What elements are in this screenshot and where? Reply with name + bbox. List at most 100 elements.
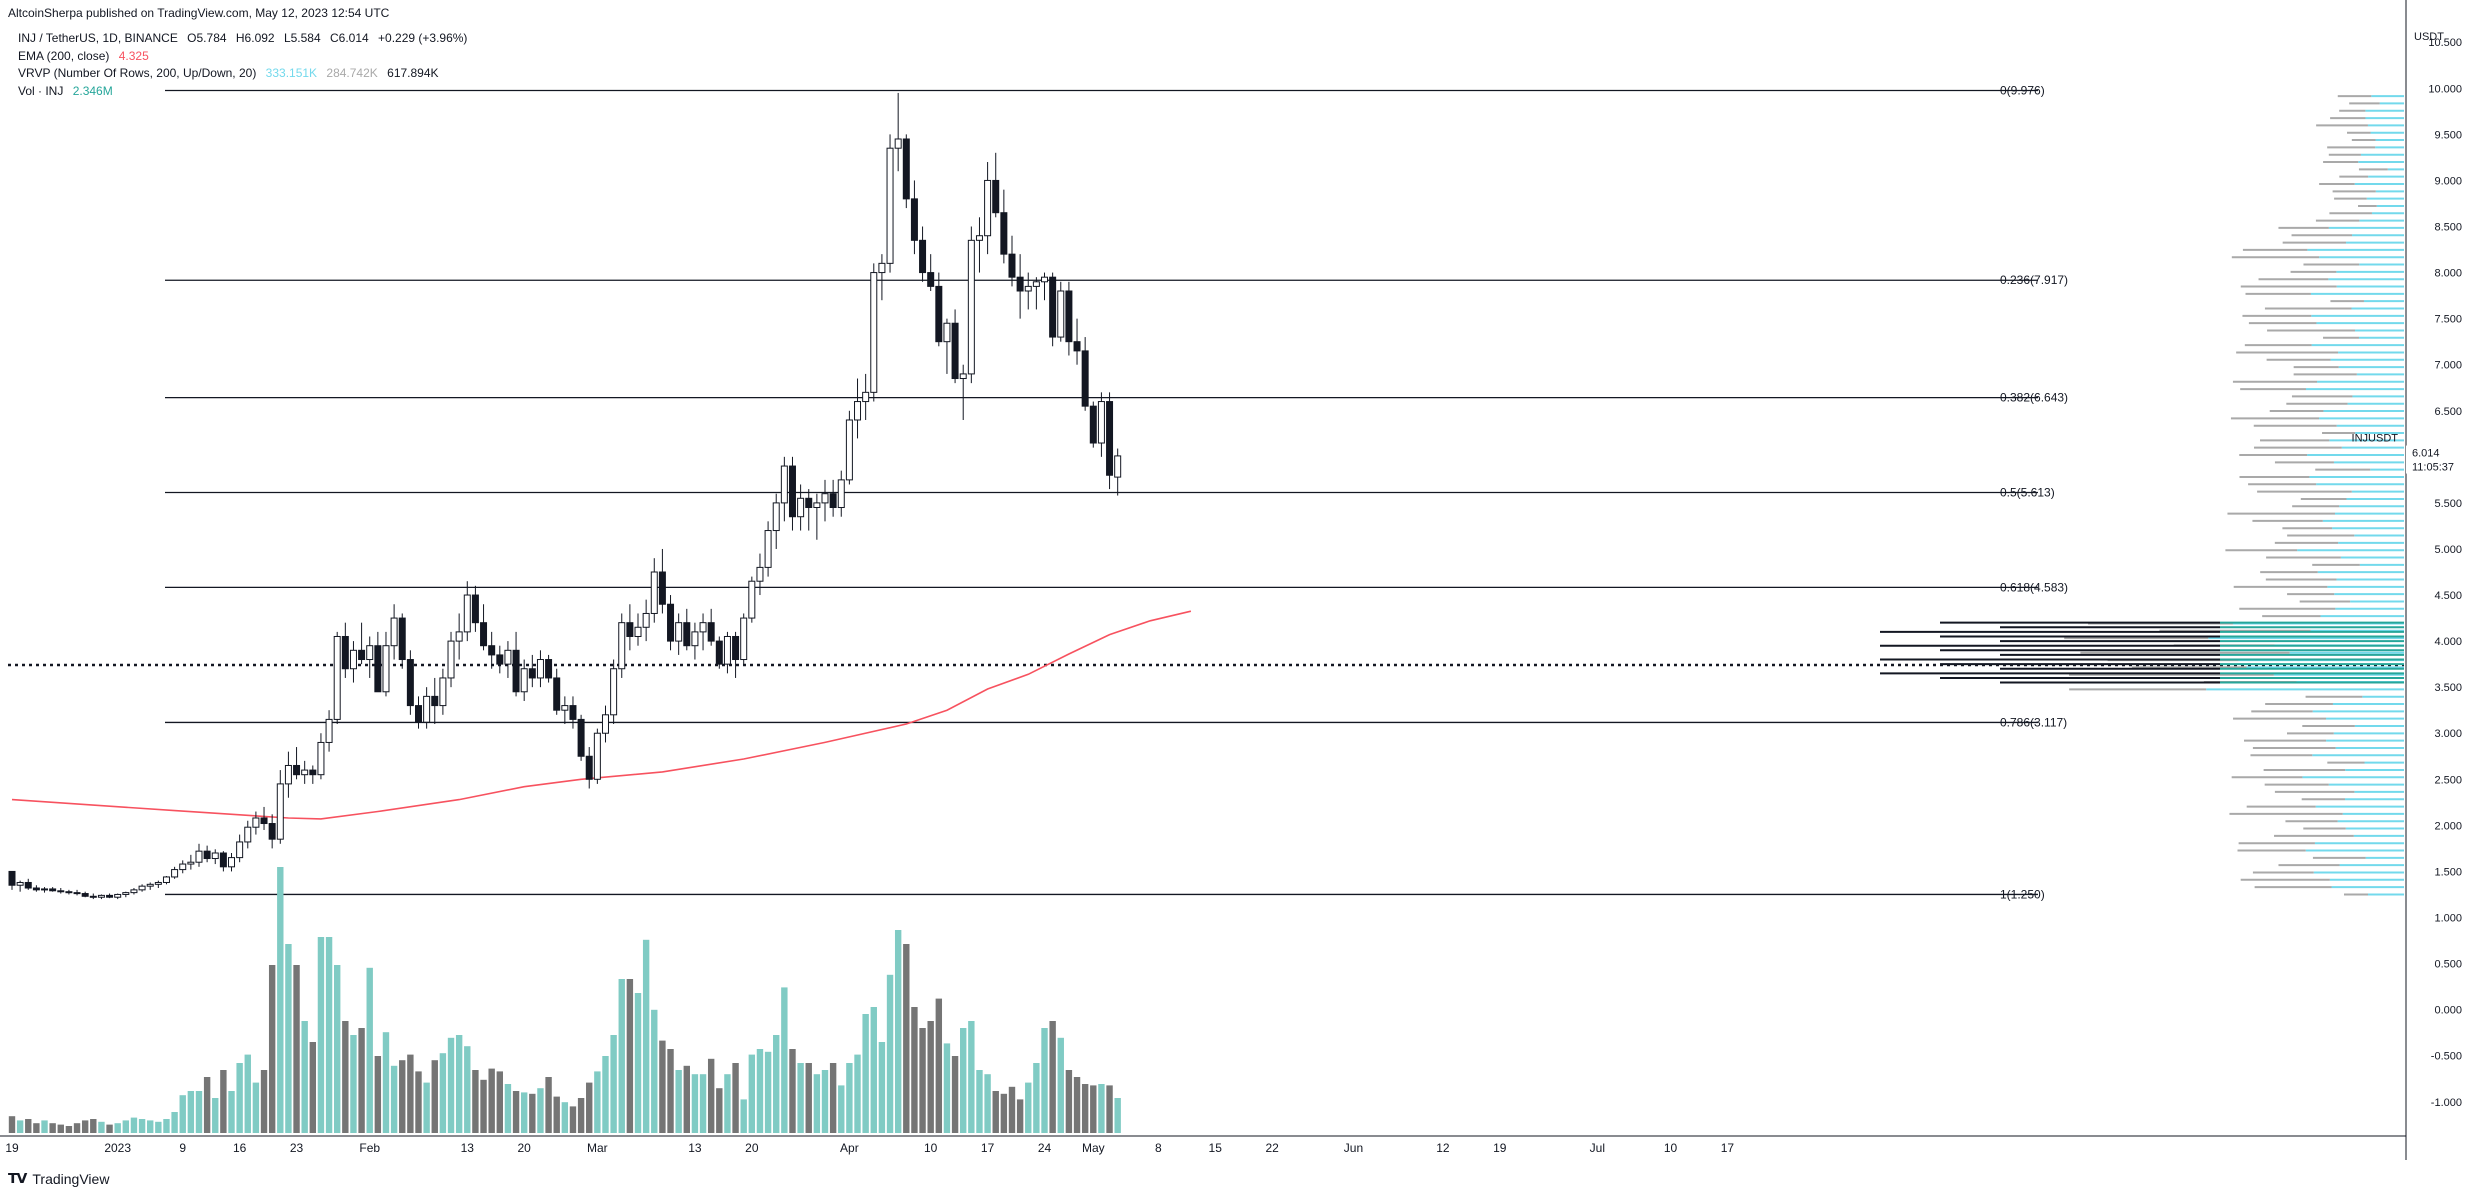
candle-down [902,138,910,200]
candle-down [951,322,959,380]
candle-up [780,465,788,504]
volume-bar [699,1074,707,1133]
volume-bar [301,1021,308,1133]
candle-up [886,147,894,264]
chart-legend: INJ / TetherUS, 1D, BINANCE O5.784 H6.09… [18,30,473,100]
volume-bar [90,1119,97,1133]
volume-bar [878,1042,886,1133]
volume-bar [1016,1099,1024,1133]
volume-bar [49,1123,56,1133]
candle-down [553,677,561,711]
volume-bar [130,1117,138,1133]
volume-bar [732,1063,739,1133]
symbol-name[interactable]: INJ / TetherUS, 1D, BINANCE [18,31,178,45]
volume-bar [927,1021,934,1133]
candle-up [325,718,333,743]
volume-bar [325,937,333,1133]
price-tick-label: 8.000 [2434,268,2462,280]
candle-down [732,635,740,661]
volume-bar [447,1037,455,1133]
volume-bar [285,944,292,1133]
candle-up [276,783,284,840]
candle-up [561,705,569,711]
volume-label[interactable]: Vol · INJ [18,83,64,98]
tradingview-footer[interactable]: 𝗧𝗩 TradingView [8,1170,109,1187]
candle-down [81,893,89,897]
candle-down [73,892,81,895]
candle-up [423,695,431,723]
candle-up [333,635,341,720]
volume-bar [951,1056,959,1133]
volume-bar [1090,1085,1097,1133]
candle-down [65,891,73,894]
legend-symbol-row[interactable]: INJ / TetherUS, 1D, BINANCE O5.784 H6.09… [18,30,473,48]
candle-down [341,635,349,670]
volume-bar [171,1112,178,1133]
candle-up [601,714,609,734]
volume-bar [155,1121,162,1133]
volume-bar [691,1074,699,1133]
time-tick-label: 20 [518,1141,532,1155]
volume-bar [277,867,284,1133]
volume-bar [236,1063,243,1133]
candle-up [179,863,187,871]
volume-bar [98,1121,105,1133]
volume-bars [8,867,1121,1133]
volume-bar [268,965,276,1133]
candle-down [471,594,479,624]
volume-bar [618,979,625,1133]
candle-up [699,622,707,633]
candle-down [1000,212,1008,255]
candle-down [406,659,414,707]
fib-retracement[interactable]: 0(9.976) 0.236(7.917) 0.382(6.643) 0.5(5.61… [8,84,2404,902]
fib-label: 1(1.250) [2000,887,2045,901]
volume-bar [179,1095,186,1133]
legend-ema-row[interactable]: EMA (200, close) 4.325 [18,48,473,66]
close-value: C6.014 [329,31,369,45]
candle-down [829,493,837,509]
volume-bar [919,1028,926,1133]
volume-bar [122,1120,130,1133]
candle-down [293,764,301,776]
candle-up [1041,276,1049,283]
volume-value: 2.346M [72,83,113,98]
time-axis[interactable]: 19 2023 9 16 23 Feb 13 20 Mar 13 20 Apr 10 17 24 May 8 15… [0,1135,2406,1155]
volume-bar [138,1119,146,1133]
time-tick-label: Apr [840,1141,859,1155]
tradingview-logo-icon: 𝗧𝗩 [8,1170,27,1186]
volume-bar [1025,1082,1032,1133]
volume-bar [862,1014,869,1133]
volume-bar [537,1088,544,1133]
volume-bar [894,930,902,1133]
candle-up [195,850,203,863]
volume-bar [634,993,642,1133]
volume-bar [244,1054,251,1133]
volume-bar [81,1120,89,1133]
candle-up [146,883,154,887]
price-tick-label: 2.500 [2434,774,2462,786]
ema-label[interactable]: EMA (200, close) [18,48,110,63]
candle-down [8,870,16,886]
time-tick-label: Mar [587,1141,608,1155]
candle-up [634,626,642,637]
time-tick-label: 19 [5,1141,19,1155]
volume-bar [8,1116,16,1133]
volume-bar [683,1065,690,1133]
volume-bar [480,1079,487,1133]
volume-bar [350,1035,357,1133]
candle-down [910,198,918,241]
legend-volume-row[interactable]: Vol · INJ 2.346M [18,83,473,101]
candle-down [585,755,593,780]
candle-up [764,530,772,568]
vrvp-label[interactable]: VRVP (Number Of Rows, 200, Up/Down, 20) [18,66,257,80]
candle-down [1073,341,1081,352]
candles[interactable] [8,92,1122,900]
legend-vrvp-row[interactable]: VRVP (Number Of Rows, 200, Up/Down, 20) … [18,65,473,83]
price-tick-label: 3.000 [2434,728,2462,740]
volume-bar [781,987,788,1133]
candle-down [626,622,634,637]
candle-up [862,391,870,403]
volume-bar [260,1070,268,1133]
